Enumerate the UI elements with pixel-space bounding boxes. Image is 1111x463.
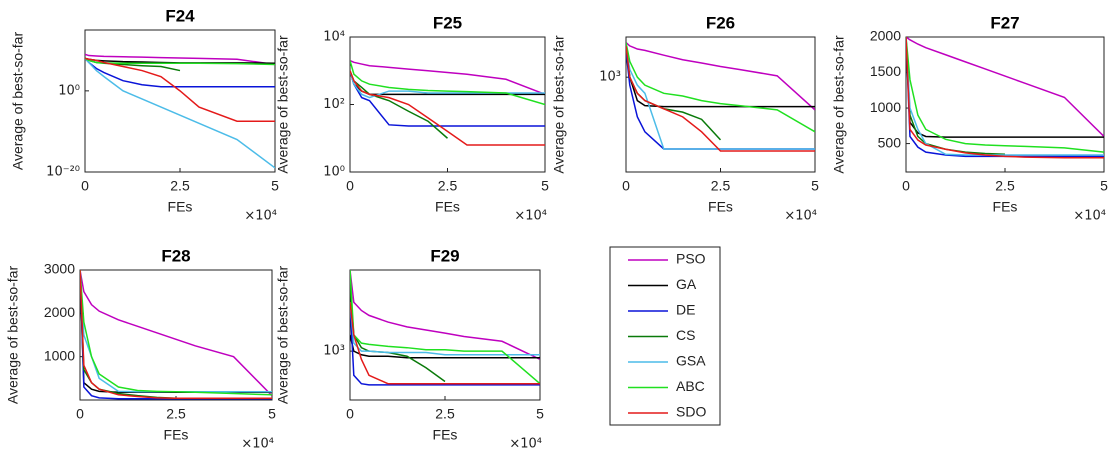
x-tick-label: 5 (268, 406, 276, 422)
legend-label: SDO (676, 404, 706, 420)
series-line (85, 53, 275, 66)
x-tick-label: 2.5 (711, 178, 731, 194)
chart-title: F28 (161, 246, 190, 265)
x-tick-label: 2.5 (170, 178, 190, 194)
series-line (350, 59, 545, 96)
series-line (626, 45, 815, 152)
y-tick-label: 10⁰ (58, 83, 80, 98)
x-axis-label: FEs (164, 427, 189, 443)
series-line (906, 37, 1104, 153)
series-line (350, 302, 540, 385)
x-multiplier: ×10⁴ (509, 437, 542, 452)
plot-frame (349, 269, 541, 401)
y-axis-label: Average of best-so-far (275, 35, 291, 174)
x-tick-label: 2.5 (435, 406, 455, 422)
plot-frame (349, 36, 546, 173)
x-tick-label: 5 (811, 178, 819, 194)
y-tick-label: 1000 (44, 347, 75, 363)
series-line (350, 302, 540, 386)
x-tick-label: 5 (271, 178, 279, 194)
legend-label: CS (676, 327, 695, 343)
y-tick-label: 2000 (44, 304, 75, 320)
series-line (350, 270, 540, 361)
y-tick-label: 10² (323, 97, 345, 112)
x-axis-label: FEs (433, 427, 458, 443)
x-tick-label: 5 (1100, 178, 1108, 194)
x-tick-label: 0 (346, 178, 354, 194)
y-tick-label: 10⁰ (323, 165, 345, 180)
legend-label: DE (676, 302, 695, 318)
x-tick-label: 0 (902, 178, 910, 194)
series-line (626, 45, 815, 150)
series-line (350, 70, 545, 146)
x-tick-label: 5 (536, 406, 544, 422)
series-line (80, 270, 272, 396)
chart-title: F26 (706, 13, 735, 32)
series-line (906, 37, 1104, 138)
series-line (350, 70, 545, 127)
y-axis-label: Average of best-so-far (10, 32, 26, 171)
series-line (80, 270, 272, 400)
x-tick-label: 0 (81, 178, 89, 194)
y-tick-label: 3000 (44, 261, 75, 277)
x-tick-label: 2.5 (995, 178, 1015, 194)
x-multiplier: ×10⁴ (244, 209, 277, 224)
y-axis-label: Average of best-so-far (275, 266, 291, 405)
x-tick-label: 5 (541, 178, 549, 194)
x-axis-label: FEs (708, 199, 733, 215)
y-tick-label: 500 (878, 134, 902, 150)
series-line (626, 42, 815, 133)
y-axis-label: Average of best-so-far (5, 266, 21, 405)
legend-label: PSO (676, 251, 706, 267)
x-tick-label: 2.5 (438, 178, 458, 194)
x-tick-label: 0 (346, 406, 354, 422)
x-multiplier: ×10⁴ (1073, 209, 1106, 224)
y-axis-label: Average of best-so-far (551, 35, 567, 174)
chart-title: F29 (430, 246, 459, 265)
x-tick-label: 0 (622, 178, 630, 194)
series-line (85, 57, 275, 66)
x-tick-label: 0 (76, 406, 84, 422)
y-tick-label: 10³ (599, 70, 621, 85)
x-axis-label: FEs (168, 199, 193, 215)
series-line (350, 70, 545, 99)
x-multiplier: ×10⁴ (241, 437, 274, 452)
series-line (85, 57, 275, 88)
chart-title: F27 (990, 13, 1019, 32)
series-line (80, 270, 272, 393)
x-multiplier: ×10⁴ (784, 209, 817, 224)
y-tick-label: 1500 (870, 63, 901, 79)
y-tick-label: 1000 (870, 99, 901, 115)
x-axis-label: FEs (993, 199, 1018, 215)
series-line (906, 37, 1104, 158)
series-line (85, 57, 275, 123)
plot-frame (905, 36, 1105, 173)
series-line (80, 270, 272, 397)
chart-title: F25 (433, 13, 462, 32)
x-axis-label: FEs (435, 199, 460, 215)
legend-label: GSA (676, 353, 706, 369)
chart-title: F24 (165, 6, 195, 25)
y-axis-label: Average of best-so-far (831, 35, 847, 174)
x-multiplier: ×10⁴ (514, 209, 547, 224)
y-tick-label: 10⁴ (323, 30, 345, 45)
y-tick-label: 10⁻²⁰ (46, 165, 80, 180)
series-line (85, 57, 275, 169)
series-line (626, 41, 815, 111)
legend-label: GA (676, 276, 697, 292)
series-line (350, 60, 545, 106)
plot-frame (79, 269, 273, 401)
series-line (350, 270, 540, 385)
plot-frame (84, 29, 276, 173)
x-tick-label: 2.5 (166, 406, 186, 422)
legend-label: ABC (676, 378, 705, 394)
y-tick-label: 10³ (323, 344, 345, 359)
series-line (906, 37, 1104, 159)
series-line (350, 302, 540, 356)
series-line (906, 37, 1104, 156)
y-tick-label: 2000 (870, 28, 901, 44)
